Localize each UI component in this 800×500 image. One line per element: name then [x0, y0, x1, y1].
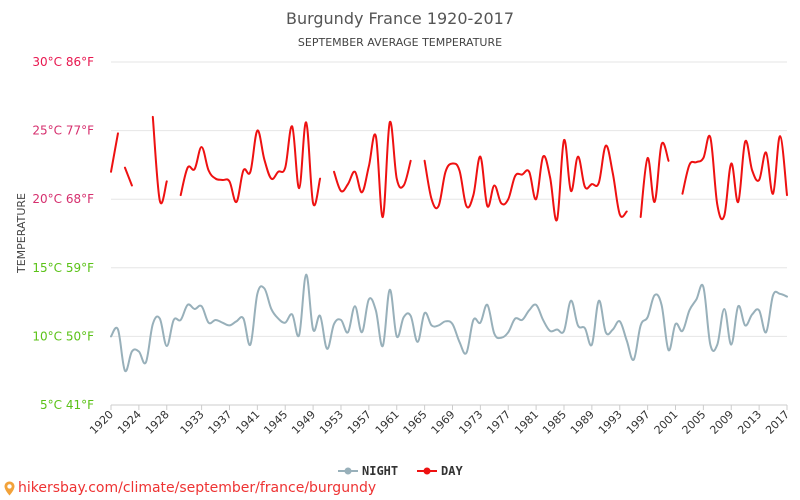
x-tick-label: 1993: [596, 408, 625, 437]
night-line-segment: [110, 273, 788, 373]
day-line-segment: [110, 132, 119, 173]
x-tick-label: 1961: [373, 408, 402, 437]
x-tick-label: 1928: [143, 408, 172, 437]
y-tick-label: 30°C 86°F: [32, 55, 94, 69]
x-tick-label: 2009: [707, 408, 736, 437]
y-tick-label: 5°C 41°F: [40, 398, 94, 412]
day-line-segment: [151, 115, 168, 205]
x-tick-label: 1985: [540, 408, 569, 437]
x-tick-label: 2013: [735, 408, 764, 437]
x-tick-label: 1953: [317, 408, 346, 437]
x-tick-label: 1973: [456, 408, 485, 437]
x-tick-label: 2001: [652, 408, 681, 437]
x-tick-label: 2005: [680, 408, 709, 437]
chart-subtitle: SEPTEMBER AVERAGE TEMPERATURE: [298, 36, 502, 49]
x-tick-label: 1977: [484, 408, 513, 437]
y-axis-label: TEMPERATURE: [15, 193, 28, 274]
x-tick-label: 1981: [512, 408, 541, 437]
x-tick-label: 1933: [178, 408, 207, 437]
day-line-segment: [123, 166, 133, 187]
x-tick-label: 1937: [206, 408, 235, 437]
y-tick-labels: 30°C 86°F 25°C 77°F 20°C 68°F 15°C 59°F 10°C…: [32, 55, 94, 412]
legend-item-night[interactable]: NIGHT: [338, 464, 398, 478]
legend: NIGHT DAY: [338, 464, 463, 478]
legend-item-day[interactable]: DAY: [417, 464, 463, 478]
x-tick-label: 1945: [261, 408, 290, 437]
day-line-segment: [333, 121, 412, 219]
y-tick-label: 25°C 77°F: [32, 124, 94, 138]
day-line-segment: [423, 139, 628, 222]
x-tick-label: 1941: [233, 408, 262, 437]
series-lines: [110, 115, 788, 373]
y-tick-label: 15°C 59°F: [32, 261, 94, 275]
grid-lines: [111, 61, 787, 406]
day-line-segment: [681, 134, 788, 221]
series-night: [110, 273, 788, 373]
legend-night-label: NIGHT: [362, 464, 398, 478]
chart-title: Burgundy France 1920-2017: [286, 9, 514, 28]
x-tick-label: 1997: [624, 408, 653, 437]
footer-link[interactable]: hikersbay.com/climate/september/france/b…: [18, 480, 377, 496]
series-day: [110, 115, 788, 222]
day-line-segment: [639, 141, 670, 219]
legend-day-marker: [423, 467, 431, 475]
x-tick-label: 1920: [87, 408, 116, 437]
y-tick-label: 20°C 68°F: [32, 192, 94, 206]
x-tick-label: 1989: [568, 408, 597, 437]
x-tick-label: 1949: [289, 408, 318, 437]
x-tick-label: 1957: [345, 408, 374, 437]
map-pin-icon: [4, 481, 15, 495]
x-tick-label: 1969: [429, 408, 458, 437]
x-tick-label: 2017: [763, 408, 792, 437]
legend-night-marker: [344, 467, 352, 475]
x-tick-label: 1965: [401, 408, 430, 437]
day-line-segment: [179, 121, 322, 207]
source-footer[interactable]: hikersbay.com/climate/september/france/b…: [4, 480, 376, 496]
y-tick-label: 10°C 50°F: [32, 329, 94, 343]
legend-day-label: DAY: [441, 464, 463, 478]
x-tick-label: 1924: [115, 408, 144, 437]
